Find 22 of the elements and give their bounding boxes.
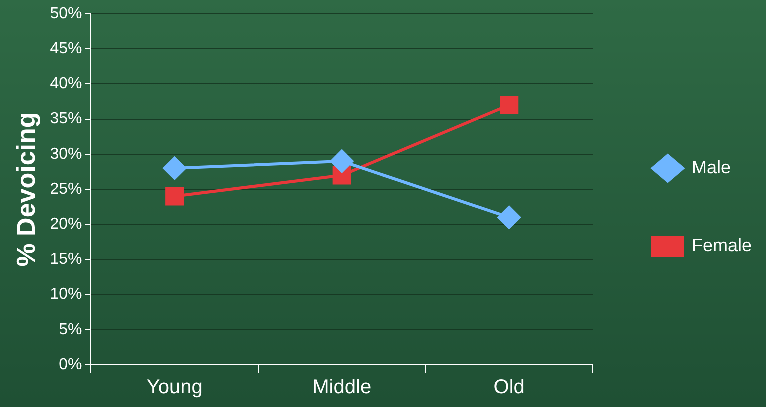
- y-tick-label: 40%: [50, 76, 82, 93]
- y-tick-label: 50%: [50, 5, 82, 22]
- point: [163, 156, 186, 180]
- point: [498, 206, 521, 230]
- y-tick-label: 0%: [59, 356, 82, 374]
- y-tick-label: 30%: [50, 146, 82, 163]
- legend-label: Male: [692, 157, 731, 178]
- y-tick-label: 5%: [59, 321, 82, 338]
- y-tick-label: 35%: [50, 110, 82, 128]
- x-tick-label: Old: [494, 376, 525, 399]
- x-tick-label: Young: [146, 376, 203, 399]
- point: [500, 96, 519, 115]
- y-tick-label: 20%: [50, 216, 82, 234]
- x-tick-label: Middle: [312, 376, 372, 399]
- point: [330, 150, 354, 173]
- y-axis-title: % Devoicing: [10, 112, 41, 267]
- y-tick-label: 10%: [50, 286, 82, 304]
- y-tick-label: 25%: [50, 180, 82, 198]
- y-tick-label: 15%: [50, 251, 82, 268]
- y-tick-label: 45%: [50, 40, 82, 58]
- point: [166, 187, 184, 206]
- legend-label: Female: [692, 235, 752, 256]
